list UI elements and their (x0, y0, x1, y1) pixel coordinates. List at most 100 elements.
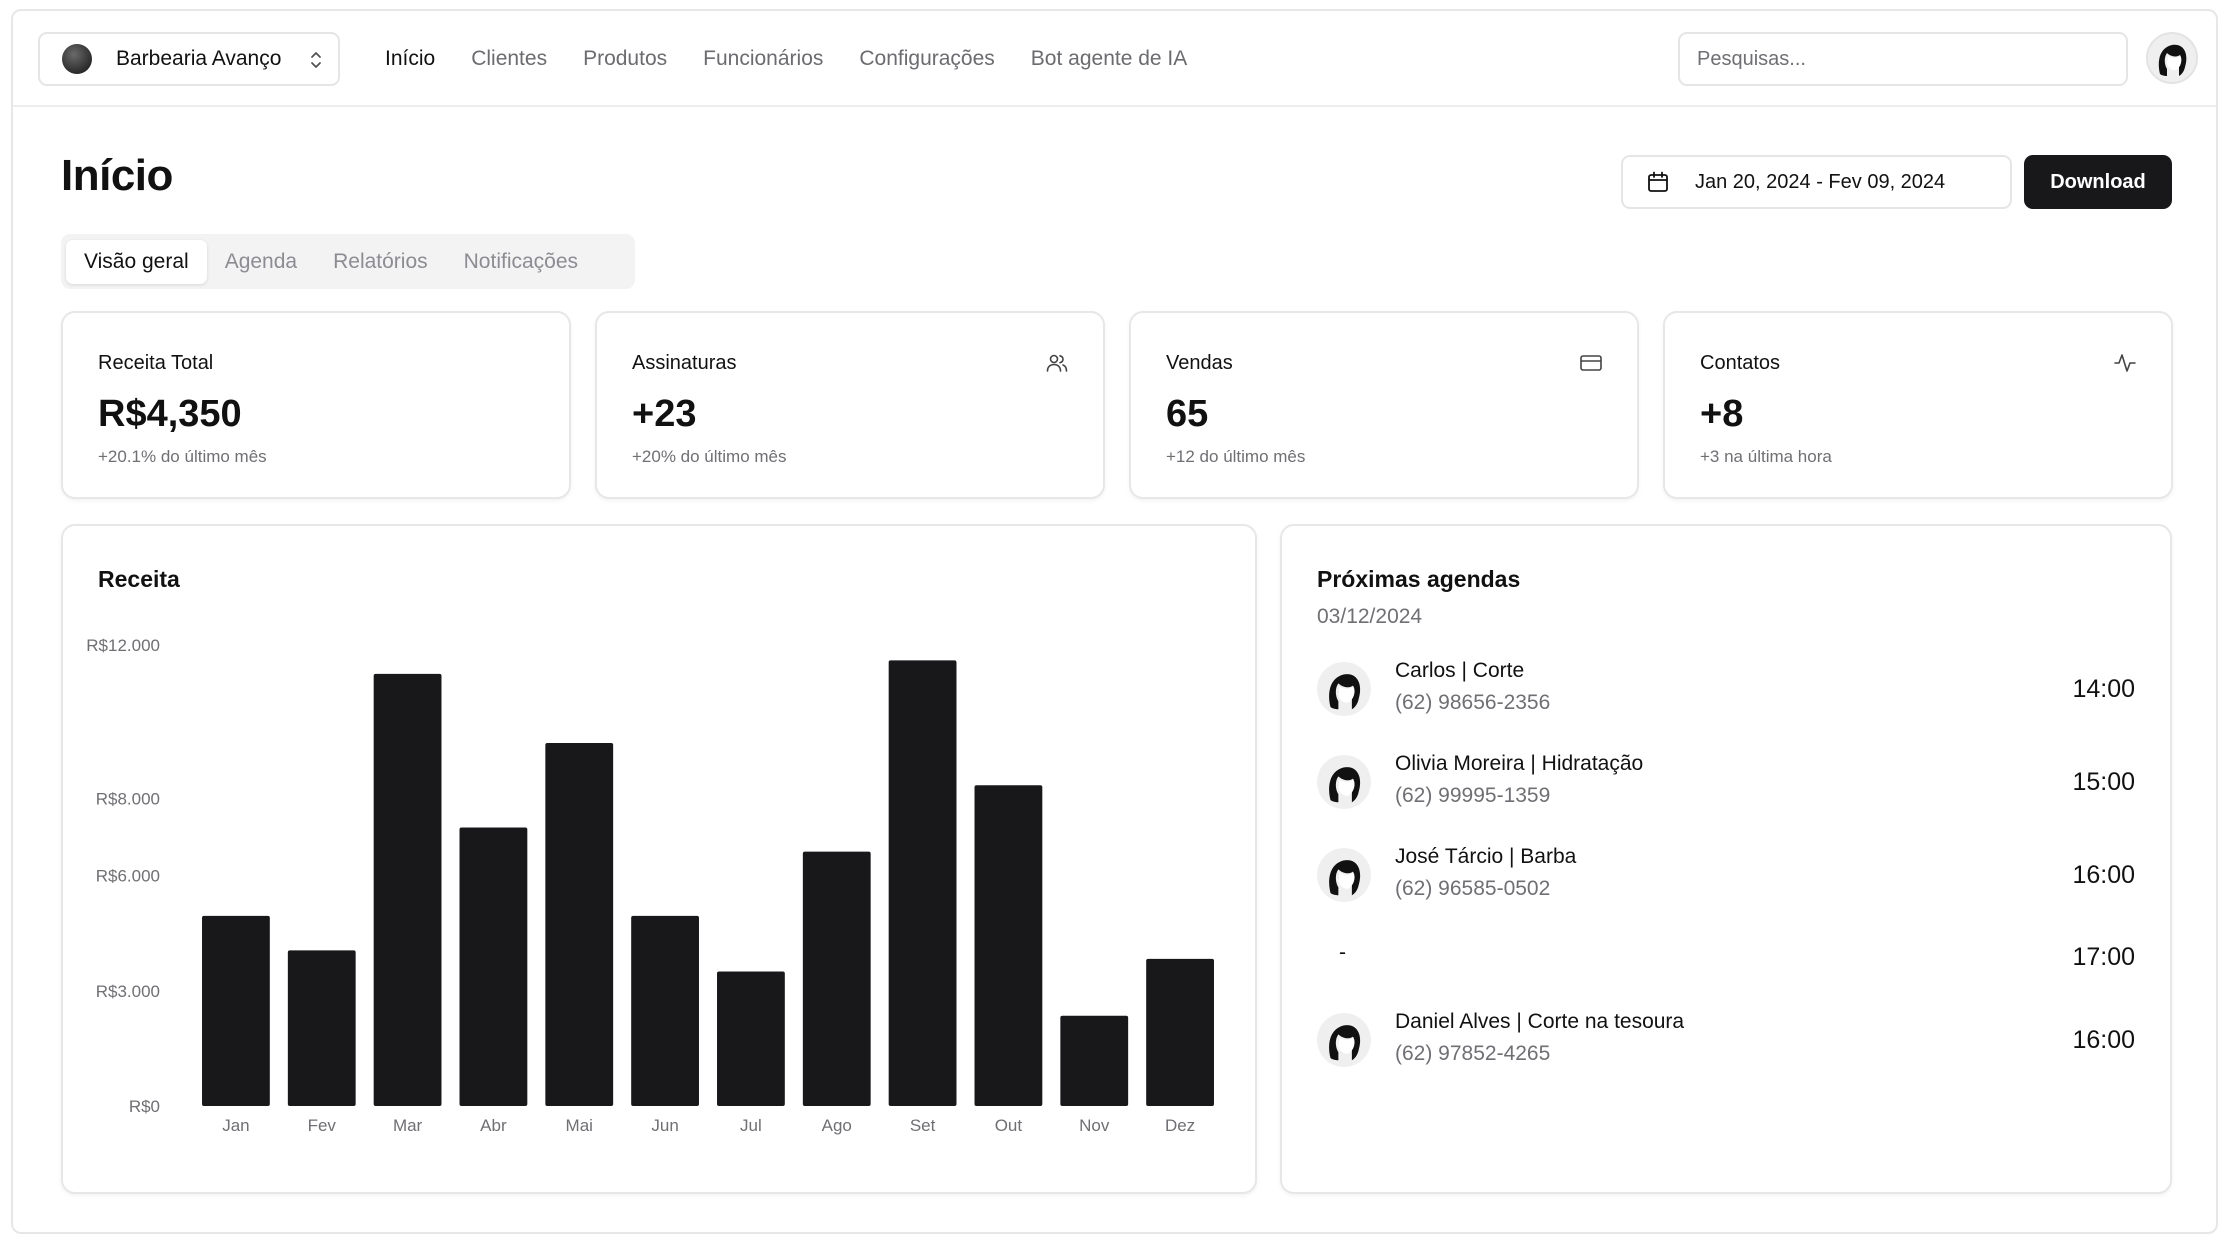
appointment-item[interactable]: José Tárcio | Barba (62) 96585-0502 16:0… (1317, 845, 2135, 905)
stat-subtext: +20% do último mês (632, 447, 787, 466)
bar-dez[interactable] (1146, 958, 1214, 1106)
client-avatar-icon (1317, 662, 1371, 716)
calendar-icon (1648, 171, 1668, 192)
appointment-item[interactable]: Olivia Moreira | Hidratação (62) 99995-1… (1317, 752, 2135, 812)
stat-title: Vendas (1166, 352, 1233, 374)
stat-value: +23 (632, 393, 697, 435)
credit-card-icon (1580, 355, 1602, 371)
nav-item-bot-ia[interactable]: Bot agente de IA (1030, 47, 1188, 70)
appointment-time: 16:00 (2072, 861, 2135, 889)
appointment-phone: (62) 96585-0502 (1395, 877, 1551, 900)
tab-agenda[interactable]: Agenda (224, 249, 298, 273)
x-tick-label: Out (995, 1116, 1023, 1135)
bar-jul[interactable] (717, 971, 785, 1106)
stat-title: Assinaturas (632, 352, 737, 374)
users-icon (1046, 354, 1068, 372)
top-navbar: Barbearia Avanço Início Clientes Produto… (13, 11, 2216, 107)
tab-notificacoes[interactable]: Notificações (463, 249, 579, 273)
stat-subtext: +3 na última hora (1700, 447, 1832, 466)
tab-visao-geral[interactable]: Visão geral (66, 239, 207, 284)
schedule-title: Próximas agendas (1317, 566, 1521, 592)
x-tick-label: Ago (822, 1116, 852, 1135)
store-switcher[interactable]: Barbearia Avanço (38, 32, 340, 86)
x-tick-label: Fev (308, 1116, 337, 1135)
stat-value: 65 (1166, 393, 1209, 435)
bar-set[interactable] (888, 660, 957, 1106)
stat-card-contatos: Contatos +8 +3 na última hora (1663, 311, 2173, 499)
bar-out[interactable] (974, 785, 1043, 1106)
stat-value: R$4,350 (98, 393, 242, 435)
x-tick-label: Jun (651, 1116, 678, 1135)
bar-fev[interactable] (287, 950, 356, 1106)
tab-relatorios[interactable]: Relatórios (333, 249, 428, 273)
bar-mai[interactable] (545, 742, 614, 1106)
appointment-time: 15:00 (2072, 768, 2135, 796)
bar-jun[interactable] (631, 915, 699, 1106)
appointment-client: José Tárcio | Barba (1395, 845, 1577, 868)
client-avatar-icon (1317, 1013, 1371, 1067)
nav-item-inicio[interactable]: Início (385, 47, 436, 70)
revenue-bar-chart: R$0 R$3.000 R$6.000 R$8.000 R$12.000 Jan Fev Ma… (86, 636, 1214, 1135)
appointment-empty-slot: - (1339, 941, 1346, 964)
store-name: Barbearia Avanço (116, 47, 282, 70)
bar-jan[interactable] (202, 915, 270, 1106)
stat-title: Contatos (1700, 352, 1781, 374)
x-tick-label: Set (910, 1116, 936, 1135)
y-tick-label: R$12.000 (86, 636, 160, 655)
x-tick-label: Jul (740, 1116, 762, 1135)
appointment-phone: (62) 98656-2356 (1395, 691, 1551, 714)
nav-item-clientes[interactable]: Clientes (471, 47, 548, 70)
page-title: Início (61, 151, 173, 200)
nav-item-produtos[interactable]: Produtos (583, 47, 668, 70)
x-tick-label: Dez (1165, 1116, 1195, 1135)
stat-card-assinaturas: Assinaturas +23 +20% do último mês (595, 311, 1105, 499)
stat-card-receita-total: Receita Total R$4,350 +20.1% do último m… (61, 311, 571, 499)
appointment-time: 17:00 (2072, 943, 2135, 971)
appointment-item[interactable]: Carlos | Corte (62) 98656-2356 14:00 (1317, 659, 2135, 719)
bar-mar[interactable] (373, 673, 442, 1106)
activity-icon (2114, 354, 2136, 372)
view-tabs: Visão geral Agenda Relatórios Notificaçõ… (61, 234, 635, 289)
stat-card-vendas: Vendas 65 +12 do último mês (1129, 311, 1639, 499)
main-nav: Início Clientes Produtos Funcionários Co… (385, 11, 1187, 107)
x-tick-label: Abr (480, 1116, 507, 1135)
y-tick-label: R$8.000 (96, 790, 160, 809)
y-tick-label: R$6.000 (96, 867, 160, 886)
date-range-label: Jan 20, 2024 - Fev 09, 2024 (1695, 170, 1946, 193)
app-window: Barbearia Avanço Início Clientes Produto… (11, 9, 2218, 1234)
user-avatar-icon (2158, 44, 2187, 76)
chevron-up-down-icon (311, 52, 321, 68)
search-input[interactable] (1678, 32, 2128, 86)
x-tick-label: Jan (222, 1116, 249, 1135)
appointment-client: Carlos | Corte (1395, 659, 1525, 682)
appointment-client: Olivia Moreira | Hidratação (1395, 752, 1644, 775)
appointment-item-empty[interactable]: - 17:00 (1317, 927, 2135, 987)
x-tick-label: Mar (393, 1116, 423, 1135)
x-tick-label: Nov (1079, 1116, 1110, 1135)
bar-nov[interactable] (1060, 1015, 1129, 1106)
appointment-phone: (62) 97852-4265 (1395, 1042, 1551, 1065)
stat-title: Receita Total (98, 352, 214, 374)
schedule-date: 03/12/2024 (1317, 605, 1423, 628)
appointment-item[interactable]: Daniel Alves | Corte na tesoura (62) 978… (1317, 1010, 2135, 1070)
stat-value: +8 (1700, 393, 1744, 435)
bar-ago[interactable] (802, 851, 871, 1106)
x-tick-label: Mai (566, 1116, 593, 1135)
bar-abr[interactable] (459, 827, 528, 1106)
user-avatar[interactable] (2146, 32, 2198, 84)
y-tick-label: R$0 (129, 1097, 160, 1116)
revenue-chart-card: R$0 R$3.000 R$6.000 R$8.000 R$12.000 Jan Fev Ma… (61, 524, 1257, 1194)
y-tick-label: R$3.000 (96, 982, 160, 1001)
nav-item-configuracoes[interactable]: Configurações (859, 47, 995, 70)
client-avatar-icon (1317, 848, 1371, 902)
appointment-time: 16:00 (2072, 1026, 2135, 1054)
stat-subtext: +12 do último mês (1166, 447, 1306, 466)
upcoming-appointments-card: Próximas agendas 03/12/2024 Carlos | Cor… (1280, 524, 2172, 1194)
stat-subtext: +20.1% do último mês (98, 447, 267, 466)
download-button[interactable]: Download (2024, 155, 2172, 209)
client-avatar-icon (1317, 755, 1371, 809)
appointment-phone: (62) 99995-1359 (1395, 784, 1551, 807)
store-logo-icon (62, 44, 92, 74)
nav-item-funcionarios[interactable]: Funcionários (703, 47, 824, 70)
date-range-picker[interactable]: Jan 20, 2024 - Fev 09, 2024 (1621, 155, 2012, 209)
